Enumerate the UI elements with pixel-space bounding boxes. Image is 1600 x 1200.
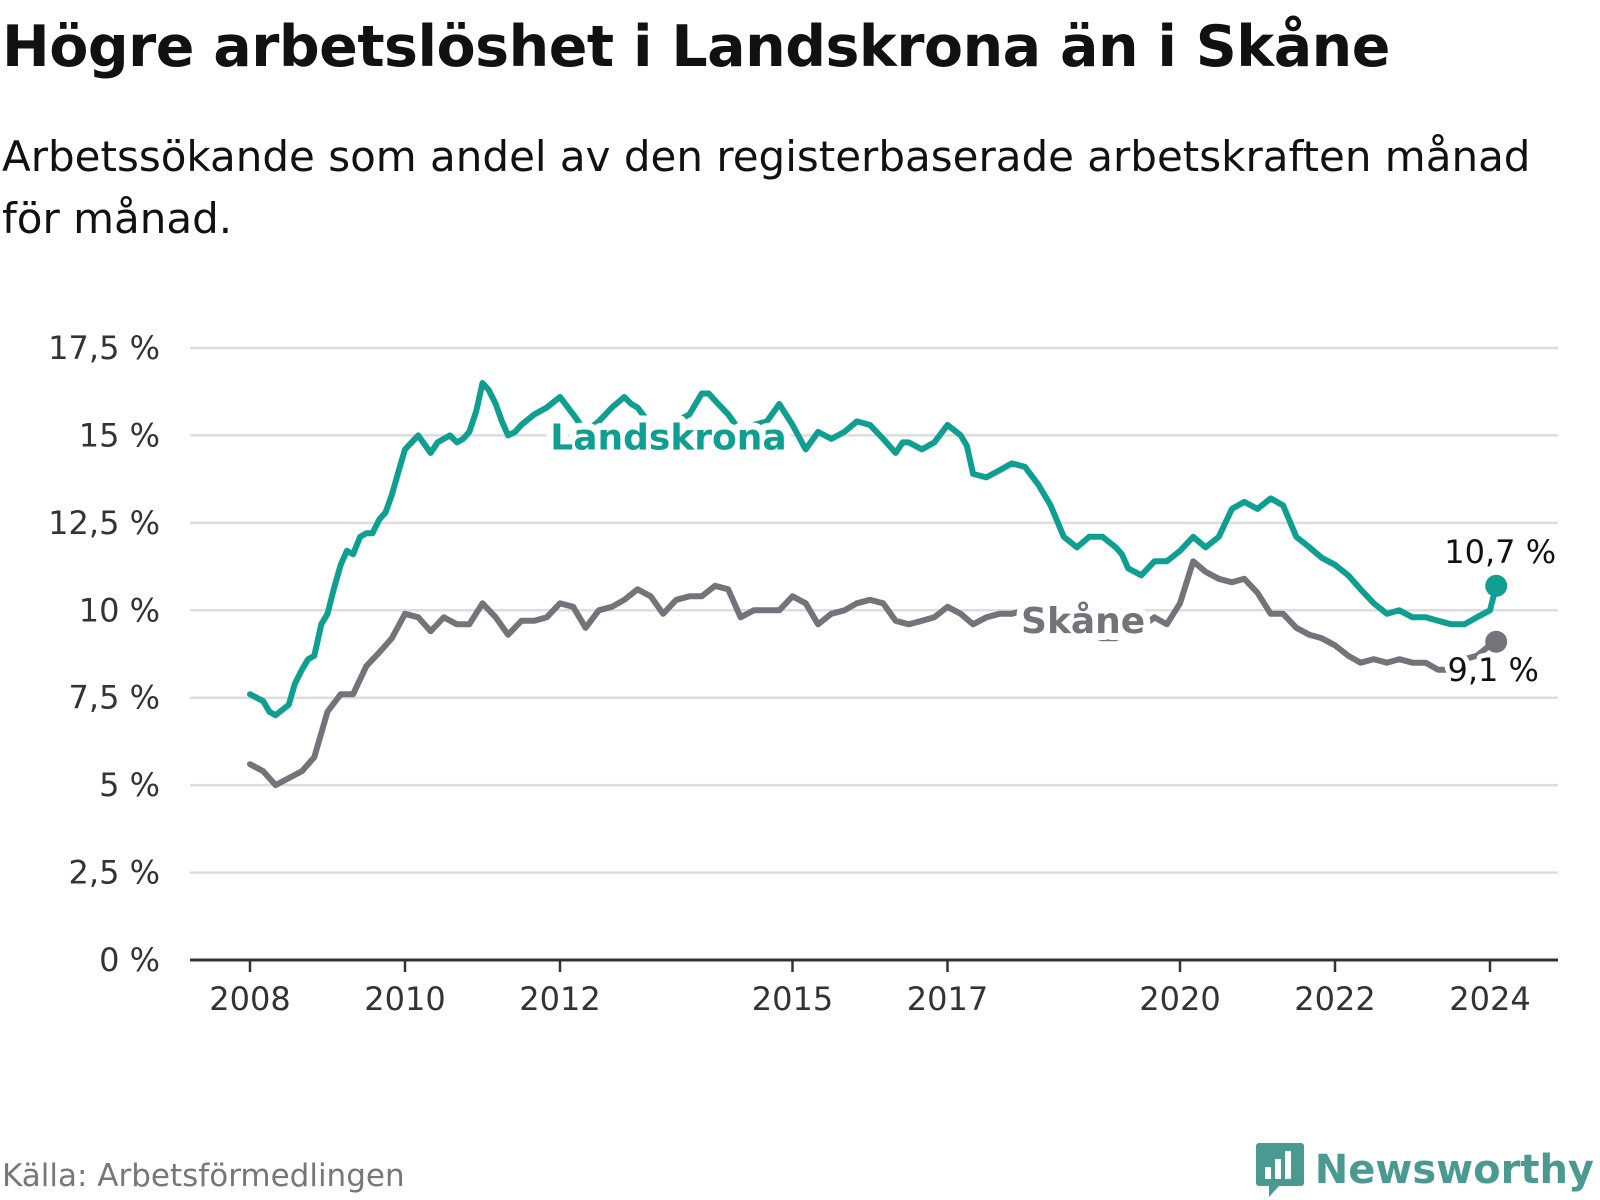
- series-line-skane: [247, 558, 1500, 789]
- line-chart: 0 % 2,5 % 5 % 7,5 % 10 % 12,5 % 15 % 17,5 % 200…: [48, 329, 1561, 1018]
- y-tick-label: 2,5 %: [69, 854, 160, 892]
- x-tick-label: 2020: [1139, 980, 1220, 1018]
- end-point-skane: [1485, 630, 1508, 653]
- y-tick-label: 15 %: [79, 416, 160, 454]
- y-axis-ticks: 0 % 2,5 % 5 % 7,5 % 10 % 12,5 % 15 % 17,5 %: [48, 329, 160, 979]
- x-tick-label: 2012: [519, 980, 600, 1018]
- x-tick-label: 2010: [364, 980, 445, 1018]
- series-line-landskrona: [247, 380, 1500, 719]
- end-point-landskrona: [1485, 574, 1508, 597]
- y-tick-label: 10 %: [79, 591, 160, 629]
- chart-title: Högre arbetslöshet i Landskrona än i Skå…: [2, 14, 1390, 80]
- x-tick-label: 2024: [1449, 980, 1530, 1018]
- brand-logo[interactable]: Newsworthy: [1255, 1141, 1594, 1199]
- y-tick-label: 17,5 %: [48, 329, 160, 367]
- chart-subtitle: Arbetssökande som andel av den registerb…: [2, 132, 1531, 243]
- source-note: Källa: Arbetsförmedlingen: [2, 1158, 405, 1194]
- y-tick-label: 0 %: [99, 941, 160, 979]
- brand-name: Newsworthy: [1314, 1147, 1594, 1193]
- x-tick-label: 2022: [1294, 980, 1375, 1018]
- y-tick-label: 12,5 %: [48, 504, 160, 542]
- newsworthy-logo-icon: [1255, 1143, 1304, 1197]
- x-tick-label: 2008: [209, 980, 290, 1018]
- series-label-landskrona: Landskrona: [550, 417, 786, 458]
- annotations: Landskrona Skåne 10,7 % 9,1 %: [543, 410, 1561, 693]
- x-axis: 2008 2010 2012 2015 2017 2020 2022 2024: [190, 958, 1558, 1018]
- end-value-label-skane: 9,1 %: [1447, 651, 1538, 689]
- x-tick-label: 2015: [752, 980, 833, 1018]
- end-value-label-landskrona: 10,7 %: [1444, 533, 1556, 571]
- y-tick-label: 5 %: [99, 766, 160, 804]
- series-lines: [247, 380, 1500, 789]
- x-tick-label: 2017: [907, 980, 988, 1018]
- series-label-skane: Skåne: [1021, 601, 1145, 642]
- gridlines: [190, 346, 1558, 874]
- y-tick-label: 7,5 %: [69, 679, 160, 717]
